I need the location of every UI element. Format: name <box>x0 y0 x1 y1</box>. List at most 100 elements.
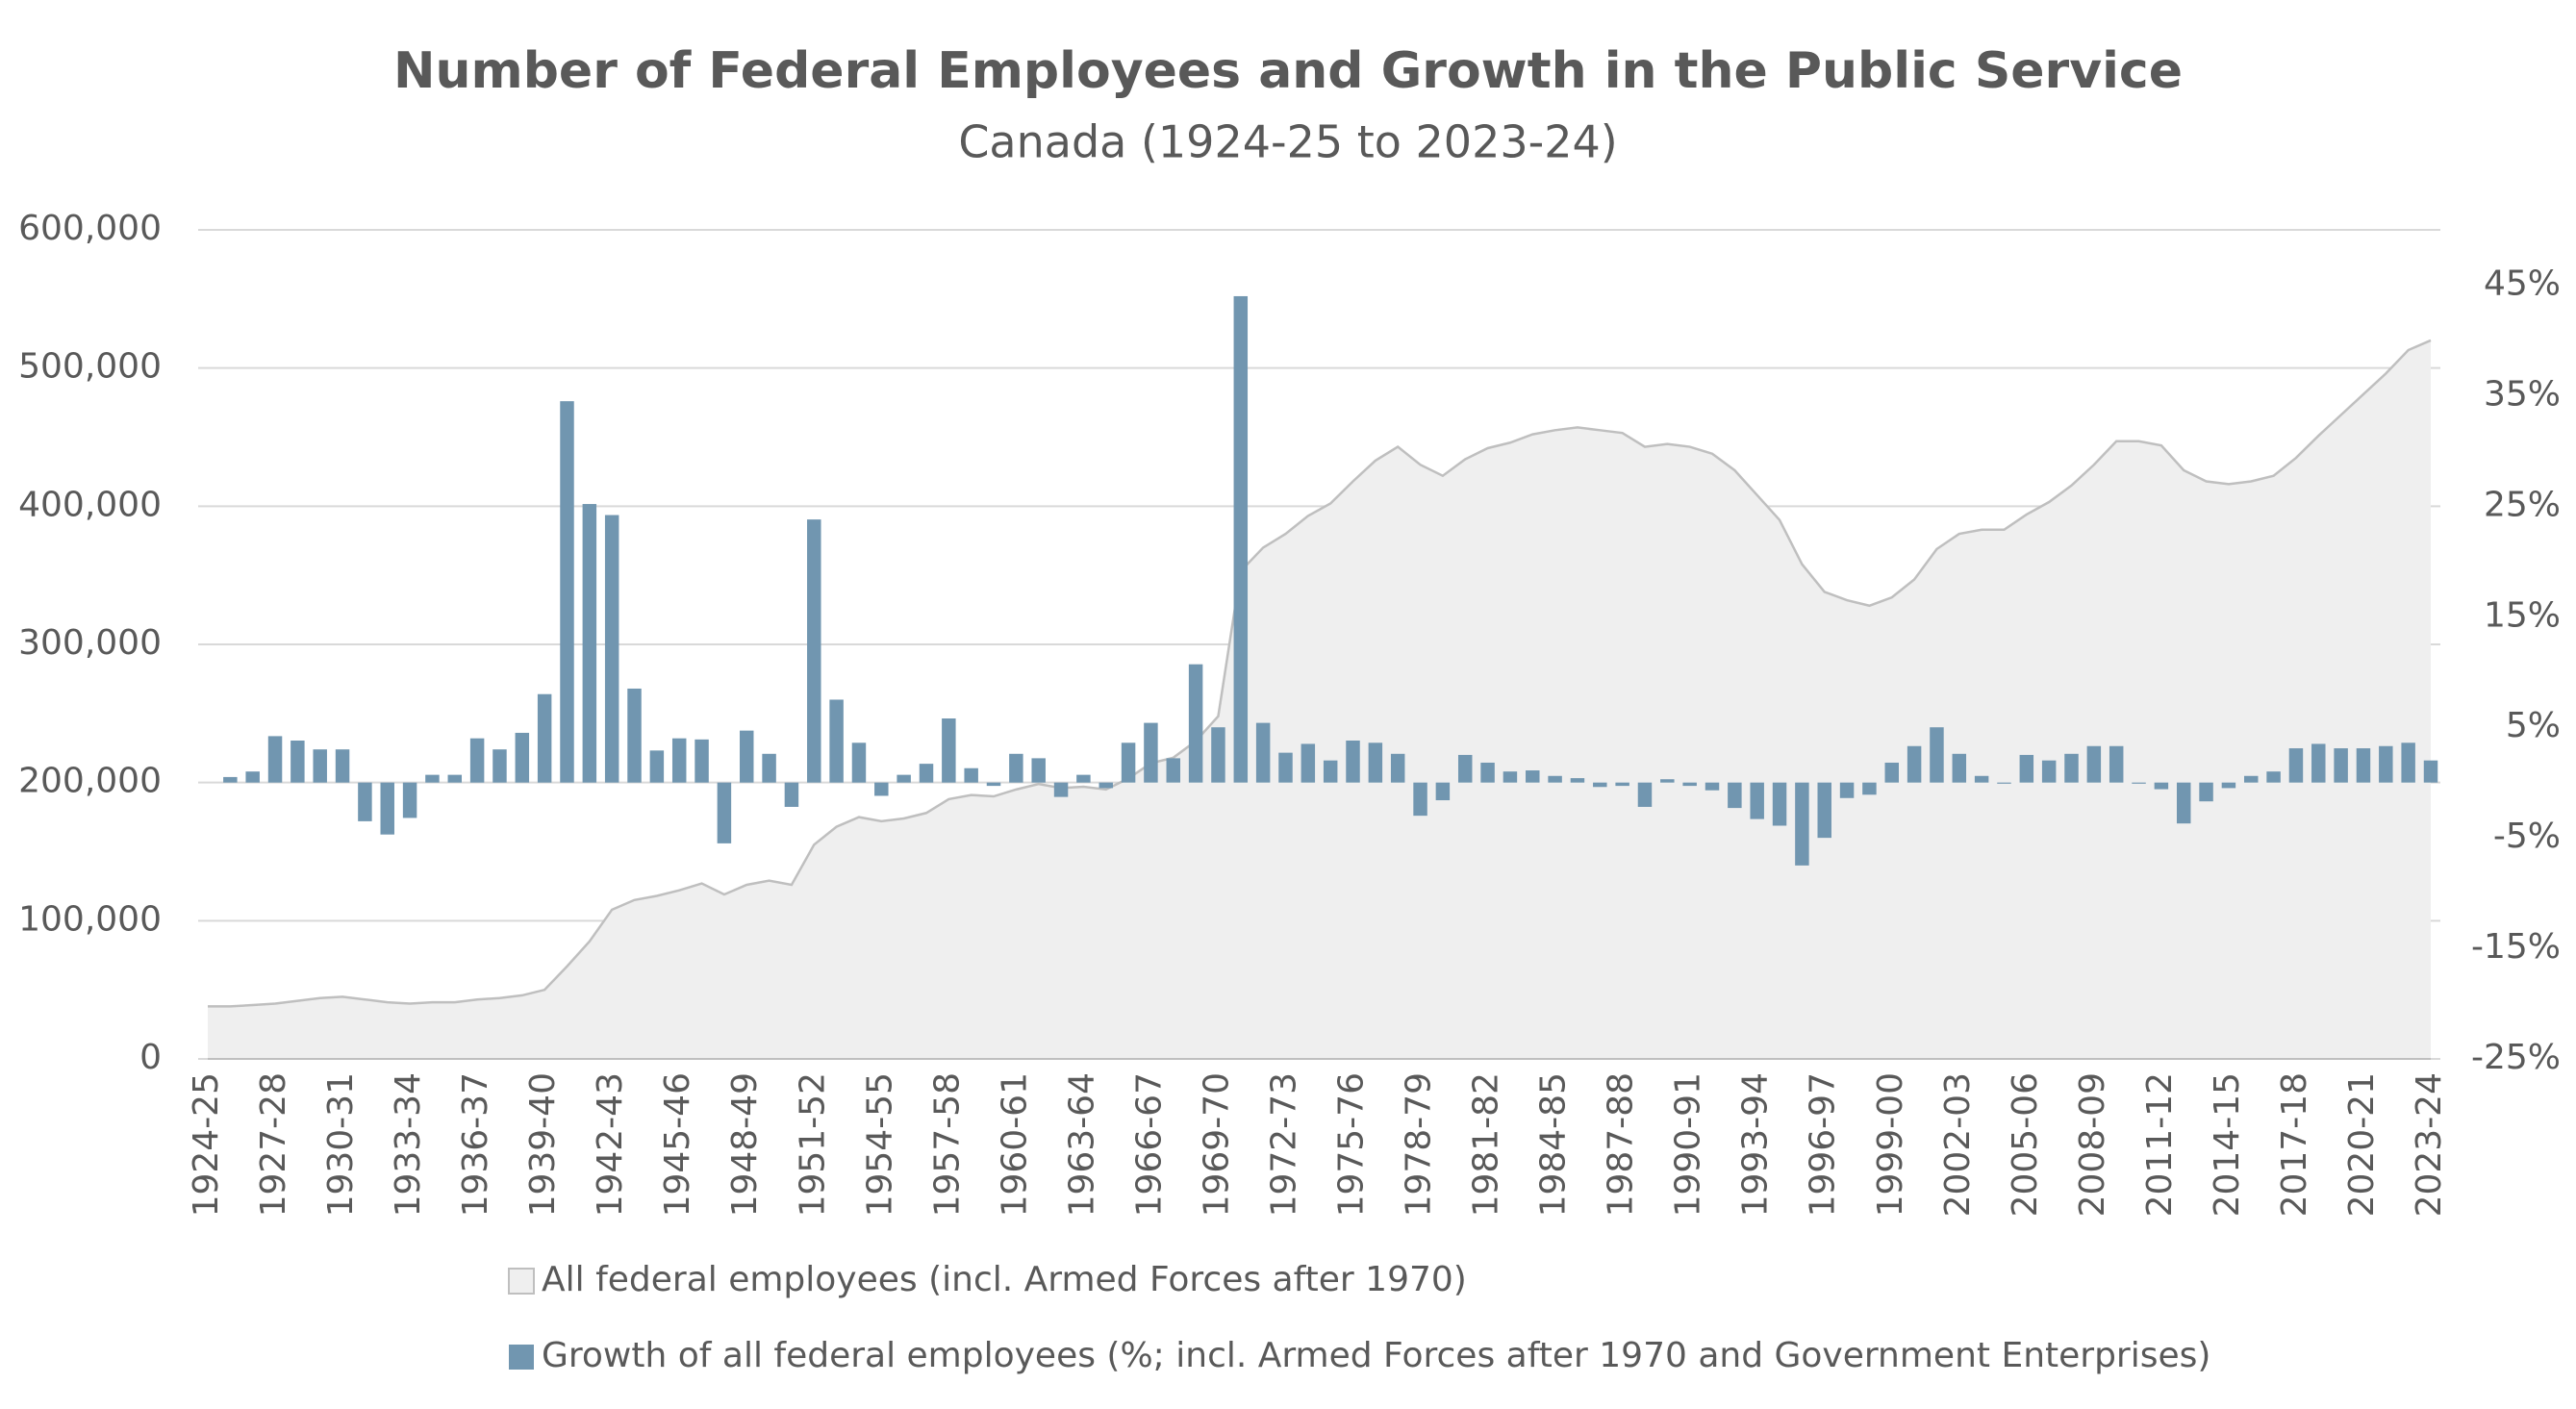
x-tick-label: 2011-12 <box>2140 1072 2180 1217</box>
y-tick-label: 200,000 <box>18 762 162 801</box>
x-tick-label: 1993-94 <box>1736 1072 1776 1217</box>
bar <box>829 699 844 783</box>
bar <box>1413 782 1427 817</box>
bar <box>604 515 619 783</box>
bar <box>1660 779 1675 783</box>
bar <box>1705 782 1720 791</box>
bar <box>2176 782 2191 824</box>
bar <box>1121 742 1136 783</box>
bar <box>267 736 283 783</box>
bar <box>1076 774 1091 783</box>
bar <box>1278 752 1293 783</box>
bar <box>919 764 934 783</box>
bar <box>1099 782 1113 789</box>
bar <box>762 753 776 783</box>
bar <box>1930 727 1944 783</box>
x-tick-label: 1936-37 <box>456 1072 495 1217</box>
x-tick-label: 1924-25 <box>187 1072 226 1217</box>
bar <box>1839 782 1855 798</box>
bar <box>1457 754 1473 783</box>
bar <box>1884 762 1899 783</box>
bar <box>1615 782 1629 787</box>
bar <box>740 730 754 783</box>
bar <box>358 782 372 821</box>
bar <box>245 771 260 783</box>
y-tick-label: 300,000 <box>18 623 162 663</box>
bar <box>2334 748 2348 783</box>
bar <box>425 774 440 783</box>
bar <box>223 776 238 783</box>
bar <box>2379 745 2393 783</box>
bar <box>1817 782 1831 839</box>
bar <box>1503 771 1518 783</box>
x-tick-label: 1942-43 <box>591 1072 630 1217</box>
bar <box>1862 782 1877 795</box>
bar <box>1907 745 1922 783</box>
bar <box>1974 775 1989 783</box>
bar <box>1346 740 1360 783</box>
bar <box>380 782 394 835</box>
bar <box>649 750 665 783</box>
bar <box>447 774 463 783</box>
x-tick-label: 1990-91 <box>1669 1072 1708 1217</box>
bar <box>1233 295 1249 783</box>
bar <box>2266 771 2281 783</box>
bar <box>1682 782 1697 787</box>
bar <box>1997 782 2011 784</box>
bar <box>874 782 889 796</box>
bar <box>1188 664 1203 783</box>
area <box>208 340 2431 1059</box>
x-tick-label: 2008-09 <box>2073 1072 2112 1217</box>
x-tick-label: 1972-73 <box>1264 1072 1303 1217</box>
bar <box>1211 727 1225 783</box>
x-tick-label: 2002-03 <box>1938 1072 1978 1217</box>
x-tick-label: 1954-55 <box>860 1072 899 1217</box>
x-tick-label: 2023-24 <box>2410 1072 2449 1217</box>
area-line <box>208 339 2432 1008</box>
bar <box>1031 758 1046 783</box>
bar <box>2356 748 2371 783</box>
x-tick-label: 2014-15 <box>2208 1072 2247 1217</box>
bar <box>2086 745 2102 783</box>
y-tick-label: 100,000 <box>18 899 162 939</box>
legend-label: Growth of all federal employees (%; incl… <box>542 1336 2210 1375</box>
bar <box>290 740 305 783</box>
y2-tick-label: -15% <box>2471 927 2561 967</box>
y2-tick-label: 15% <box>2484 595 2561 635</box>
bar <box>402 782 417 818</box>
bar <box>1570 778 1585 783</box>
bar <box>1255 722 1271 783</box>
bar <box>2041 760 2057 783</box>
legend-swatch <box>509 1345 534 1370</box>
y-tick-label: 0 <box>139 1038 162 1077</box>
bar <box>1952 753 1967 783</box>
bar <box>469 738 485 783</box>
bar <box>2199 782 2213 802</box>
bar <box>2288 748 2304 783</box>
bar <box>1637 782 1653 807</box>
bar <box>1526 770 1540 783</box>
x-tick-label: 1945-46 <box>658 1072 697 1217</box>
bar <box>2109 745 2124 783</box>
bar <box>1435 782 1451 801</box>
bar <box>1772 782 1787 826</box>
y-tick-label: 400,000 <box>18 485 162 524</box>
bar <box>335 749 350 783</box>
bar <box>851 742 867 783</box>
x-tick-label: 1999-00 <box>1871 1072 1910 1217</box>
legend-label: All federal employees (incl. Armed Force… <box>542 1260 1467 1299</box>
bar <box>582 504 597 783</box>
bar <box>492 749 507 783</box>
x-tick-label: 1975-76 <box>1332 1072 1372 1217</box>
bar <box>1593 782 1607 788</box>
bar <box>2132 782 2146 784</box>
bar <box>784 782 799 807</box>
bar <box>1480 762 1495 783</box>
bar <box>2154 782 2169 790</box>
y2-tick-label: 35% <box>2484 374 2561 414</box>
x-tick-label: 1996-97 <box>1804 1072 1843 1217</box>
x-tick-label: 1960-61 <box>995 1072 1034 1217</box>
x-tick-label: 1978-79 <box>1400 1072 1439 1217</box>
y2-tick-label: 45% <box>2484 264 2561 303</box>
